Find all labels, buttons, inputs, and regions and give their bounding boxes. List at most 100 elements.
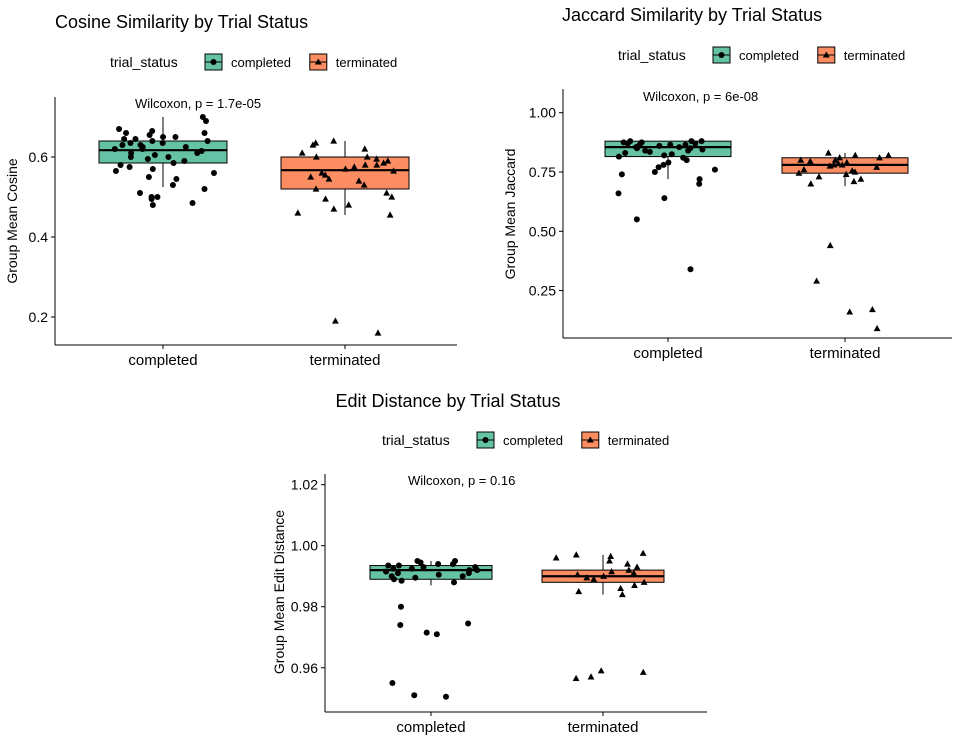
data-point [145, 174, 152, 180]
data-point [665, 159, 672, 166]
data-point [615, 190, 622, 197]
legend-label-completed: completed [503, 433, 563, 448]
x-tick-label: terminated [568, 719, 639, 736]
legend-key-marker [314, 58, 322, 65]
data-point [830, 161, 838, 168]
data-point [474, 567, 481, 574]
data-point [391, 576, 398, 583]
data-point [797, 156, 805, 163]
y-tick-label: 0.25 [529, 283, 556, 299]
data-point [117, 162, 124, 168]
data-point [676, 144, 683, 151]
data-point [696, 176, 703, 183]
data-point [572, 674, 580, 682]
data-point [834, 160, 842, 167]
data-point [607, 552, 615, 559]
data-point [459, 573, 466, 580]
y-tick-label: 0.4 [29, 229, 49, 245]
y-tick-label: 0.98 [291, 599, 318, 615]
data-point [850, 177, 858, 185]
data-point [651, 169, 658, 175]
legend-label-completed: completed [739, 48, 799, 63]
data-point [144, 156, 151, 162]
data-point [420, 564, 427, 571]
data-point [298, 149, 306, 156]
y-tick-label: 0.6 [29, 149, 49, 165]
data-point [622, 150, 629, 157]
legend-label-completed: completed [231, 55, 291, 70]
data-point [390, 565, 397, 572]
data-point [397, 603, 404, 610]
data-point [111, 146, 118, 152]
y-axis-label: Group Mean Jaccard [502, 149, 518, 280]
data-point [807, 180, 815, 187]
data-point [383, 189, 391, 196]
y-tick-label: 1.00 [291, 538, 318, 554]
data-point [639, 549, 647, 556]
data-point [683, 157, 690, 164]
data-point [386, 211, 394, 218]
legend: trial_status completed terminated [110, 53, 397, 71]
data-point [170, 160, 177, 166]
data-point [572, 551, 580, 558]
data-point [307, 173, 315, 180]
data-point [646, 148, 653, 155]
data-point [127, 140, 134, 146]
data-point [873, 324, 881, 332]
data-point [857, 175, 865, 182]
data-point [838, 161, 846, 168]
data-point [132, 136, 139, 142]
data-point [606, 557, 613, 564]
data-point [633, 563, 641, 570]
legend-title: trial_status [110, 54, 178, 70]
data-point [618, 590, 626, 598]
data-point [121, 136, 128, 142]
data-point [656, 142, 663, 149]
data-point [380, 159, 387, 166]
data-point [574, 571, 581, 578]
data-point [711, 166, 718, 173]
data-point [189, 200, 196, 206]
y-tick-label: 1.00 [529, 105, 556, 121]
data-point [201, 186, 208, 192]
x-tick-label: terminated [310, 352, 381, 369]
data-point [149, 166, 156, 172]
stat-annotation: Wilcoxon, p = 0.16 [408, 473, 515, 488]
data-point [806, 157, 814, 164]
data-point [843, 158, 851, 166]
data-point [126, 164, 133, 170]
data-point [123, 130, 130, 136]
data-point [165, 154, 172, 160]
data-point [330, 137, 338, 144]
data-point [332, 317, 339, 324]
data-point [642, 147, 649, 154]
chart-panel-1: Cosine Similarity by Trial Status trial_s… [4, 12, 457, 369]
data-point [388, 193, 396, 200]
data-point [846, 308, 854, 315]
data-point [661, 195, 668, 202]
data-point [597, 667, 605, 674]
data-point [667, 141, 674, 148]
chart-panel-3: Edit Distance by Trial Status trial_statu… [271, 391, 707, 736]
stat-annotation: Wilcoxon, p = 1.7e-05 [135, 96, 261, 111]
chart-panel-2: Jaccard Similarity by Trial Status trial_… [502, 5, 952, 362]
data-point [624, 560, 631, 567]
data-point [873, 163, 881, 170]
data-point [435, 571, 442, 578]
legend-key-marker [586, 436, 594, 443]
data-point [394, 570, 401, 577]
data-point [583, 574, 591, 581]
data-point [350, 163, 358, 170]
data-point [699, 146, 706, 153]
data-point [615, 153, 622, 160]
data-point [815, 173, 823, 180]
chart-title: Edit Distance by Trial Status [335, 391, 560, 411]
data-point [169, 182, 176, 188]
x-tick-label: completed [633, 345, 702, 362]
legend-label-terminated: terminated [844, 48, 905, 63]
data-point [373, 155, 380, 162]
data-point [442, 693, 449, 700]
data-point [139, 146, 146, 152]
legend-title: trial_status [382, 432, 450, 448]
data-point [631, 581, 638, 588]
